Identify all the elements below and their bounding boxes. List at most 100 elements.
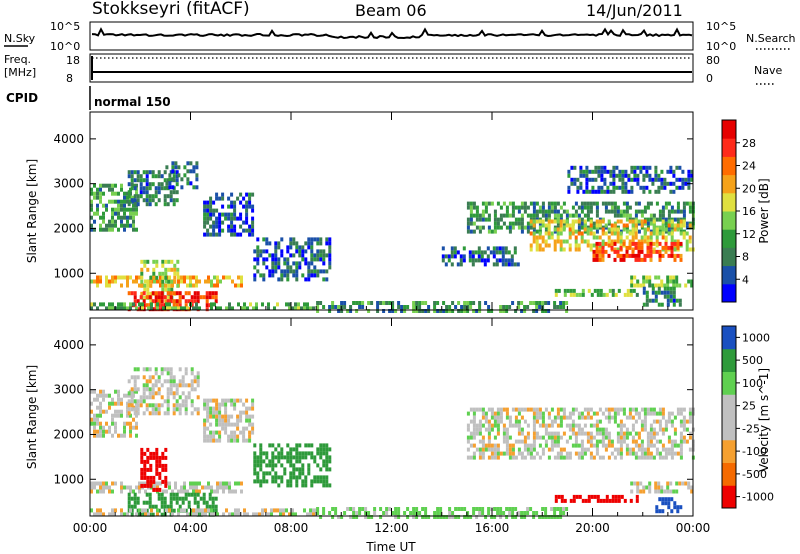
data-cell: [154, 202, 158, 207]
data-cell: [490, 427, 494, 432]
data-cell: [108, 401, 111, 406]
data-cell: [406, 507, 410, 511]
data-cell: [105, 223, 108, 228]
data-cell: [658, 249, 662, 254]
data-cell: [557, 494, 561, 499]
data-cell: [598, 247, 602, 252]
data-cell: [242, 410, 246, 415]
data-cell: [523, 209, 527, 214]
data-cell: [289, 447, 293, 452]
data-cell: [648, 189, 652, 194]
data-cell: [690, 169, 694, 174]
data-cell: [586, 407, 590, 412]
data-cell: [138, 275, 141, 280]
date-title: 14/Jun/2011: [586, 1, 683, 20]
data-cell: [316, 511, 320, 515]
data-cell: [628, 241, 632, 246]
data-cell: [96, 393, 99, 398]
data-cell: [493, 415, 497, 420]
data-cell: [135, 183, 138, 188]
data-cell: [676, 505, 680, 510]
data-cell: [651, 181, 655, 186]
data-cell: [210, 279, 213, 284]
data-cell: [657, 290, 661, 295]
data-cell: [642, 165, 646, 170]
data-cell: [585, 189, 589, 194]
data-cell: [213, 283, 216, 288]
data-cell: [114, 389, 117, 394]
data-cell: [382, 511, 386, 515]
data-cell: [559, 205, 563, 210]
data-cell: [142, 387, 146, 392]
data-cell: [117, 413, 120, 418]
data-cell: [544, 213, 548, 218]
data-cell: [571, 231, 575, 236]
data-cell: [427, 309, 431, 313]
data-cell: [649, 241, 653, 246]
data-cell: [634, 439, 638, 444]
data-cell: [628, 239, 632, 244]
data-cell: [532, 213, 536, 218]
data-cell: [538, 231, 542, 236]
data-cell: [490, 309, 494, 313]
data-cell: [535, 305, 539, 309]
data-cell: [580, 231, 584, 236]
data-cell: [592, 235, 596, 240]
data-cell: [304, 479, 308, 484]
data-cell: [204, 508, 207, 513]
data-cell: [505, 515, 509, 519]
data-cell: [111, 211, 114, 216]
data-cell: [111, 306, 114, 311]
data-cell: [562, 239, 566, 244]
colorbar-swatch: [722, 439, 736, 463]
data-cell: [280, 277, 284, 282]
data-cell: [472, 419, 476, 424]
data-cell: [636, 173, 640, 178]
data-cell: [616, 235, 620, 240]
x-tick-label: 16:00: [475, 521, 510, 535]
colorbar-swatch: [722, 265, 736, 285]
data-cell: [202, 496, 206, 501]
data-cell: [601, 245, 605, 250]
data-cell: [292, 273, 296, 278]
data-cell: [466, 201, 470, 206]
data-cell: [469, 209, 473, 214]
data-cell: [520, 511, 524, 515]
data-cell: [271, 253, 275, 258]
data-cell: [574, 247, 578, 252]
data-cell: [619, 235, 623, 240]
data-cell: [189, 181, 193, 186]
data-cell: [513, 250, 517, 255]
data-cell: [140, 259, 144, 264]
data-cell: [133, 492, 137, 497]
data-cell: [505, 443, 509, 448]
data-cell: [169, 383, 173, 388]
data-cell: [550, 235, 554, 240]
data-cell: [652, 231, 656, 236]
data-cell: [646, 411, 650, 416]
data-cell: [529, 225, 533, 230]
data-cell: [568, 435, 572, 440]
data-cell: [541, 415, 545, 420]
data-cell: [655, 431, 659, 436]
data-cell: [499, 415, 503, 420]
data-cell: [136, 170, 140, 175]
data-cell: [673, 217, 677, 222]
data-cell: [626, 288, 630, 293]
data-cell: [253, 277, 257, 282]
data-cell: [580, 439, 584, 444]
data-cell: [466, 435, 470, 440]
data-cell: [600, 177, 604, 182]
data-cell: [322, 483, 326, 488]
data-cell: [690, 283, 694, 288]
data-cell: [190, 383, 194, 388]
data-cell: [133, 194, 137, 199]
data-cell: [195, 481, 198, 486]
data-cell: [286, 261, 290, 266]
data-cell: [195, 302, 198, 307]
data-cell: [307, 269, 311, 274]
data-cell: [460, 305, 464, 309]
data-cell: [239, 410, 243, 415]
data-cell: [120, 223, 123, 228]
data-cell: [562, 201, 566, 206]
